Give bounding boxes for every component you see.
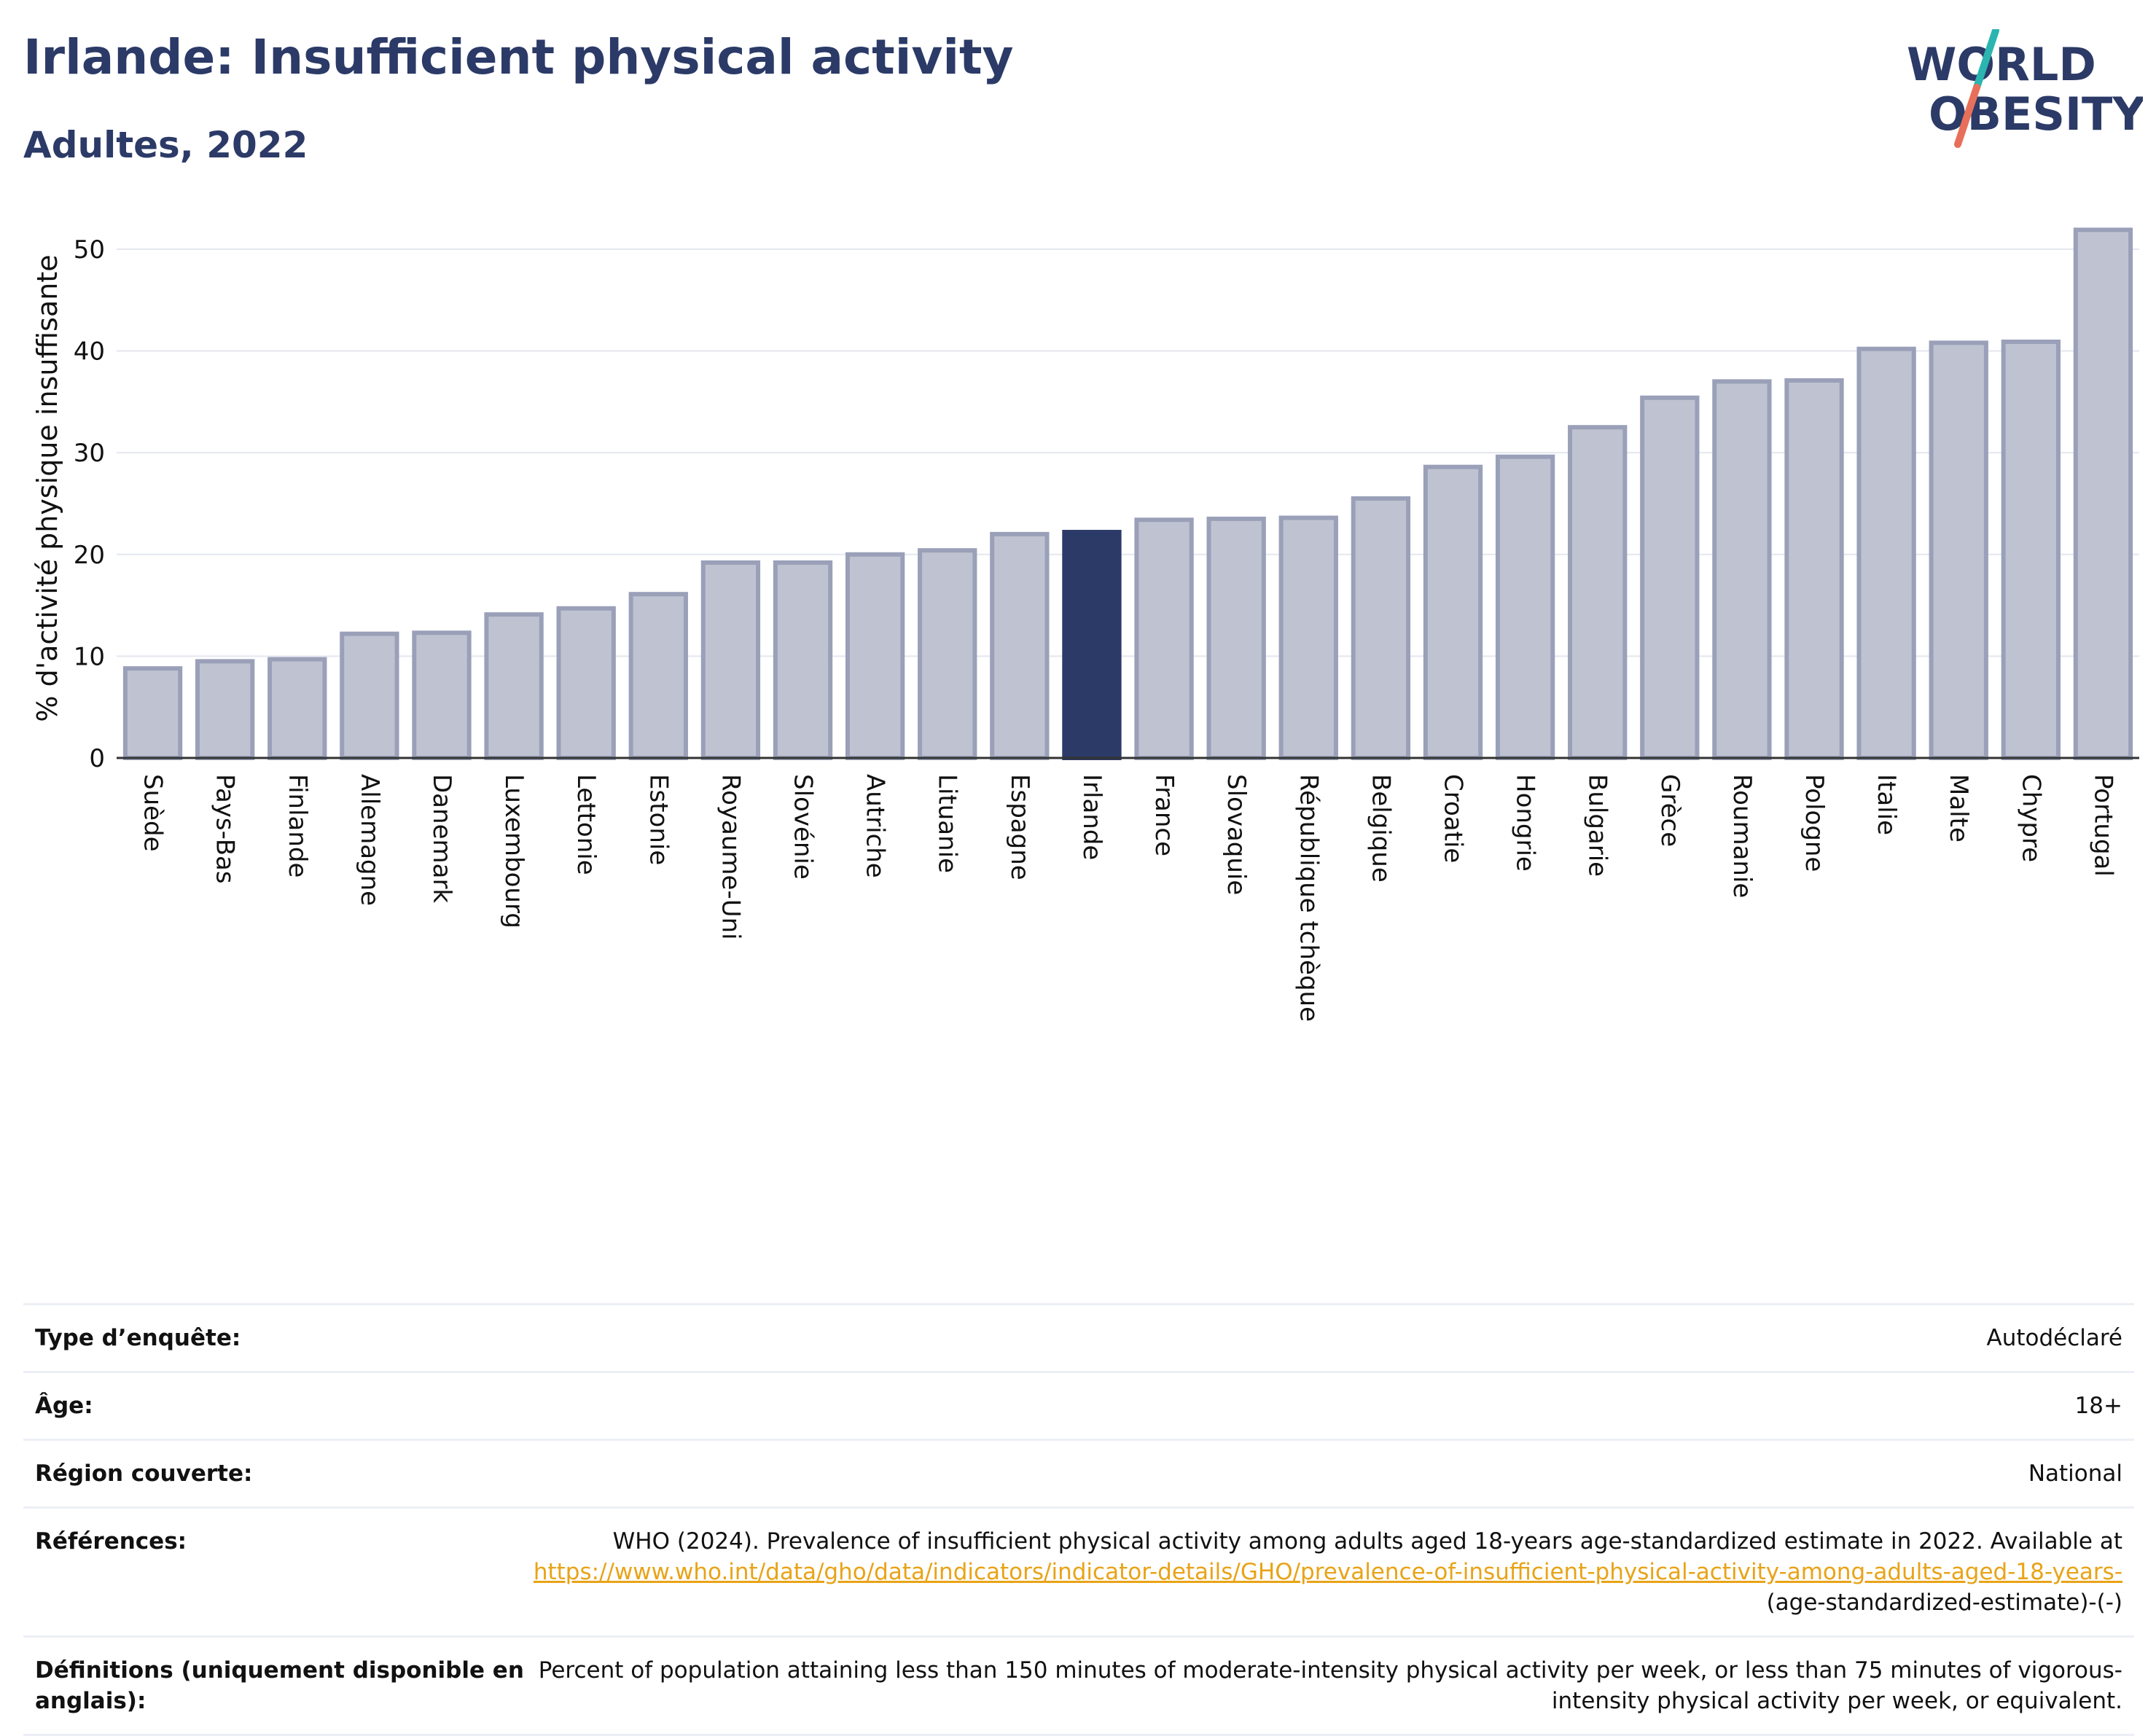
info-value: Autodéclaré	[1986, 1325, 2122, 1351]
bar-danemark	[412, 630, 472, 761]
y-axis-title: % d'activité physique insuffisante	[31, 254, 63, 722]
chart-title: Irlande: Insufficient physical activity	[23, 29, 1014, 85]
x-tick-label: Lettonie	[571, 774, 601, 875]
info-label: Région couverte:	[35, 1461, 253, 1487]
chart-subtitle: Adultes, 2022	[23, 124, 308, 166]
world-obesity-logo: WORLD OBESITY	[1907, 29, 2143, 148]
x-tick-label: Hongrie	[1511, 774, 1540, 872]
y-tick-label: 0	[89, 744, 105, 773]
bar-roumanie	[1712, 379, 1772, 760]
x-tick-label: Suède	[138, 774, 168, 852]
info-row-age: Âge: 18+	[23, 1371, 2134, 1439]
logo-word-world: WORLD	[1907, 38, 2096, 91]
bar-luxembourg	[484, 612, 544, 760]
bar-france	[1134, 517, 1194, 760]
bar-république-tchèque	[1278, 515, 1338, 760]
x-tick-label: Bulgarie	[1583, 774, 1612, 877]
x-tick-label: Malte	[1944, 774, 1973, 842]
bar-lettonie	[556, 606, 616, 760]
references-text: WHO (2024). Prevalence of insufficient p…	[612, 1528, 2122, 1555]
references-tail: (age-standardized-estimate)-(-)	[1766, 1590, 2122, 1616]
logo-slash-teal	[1973, 29, 1999, 91]
bar-espagne	[990, 531, 1050, 760]
info-table: Type d’enquête: Autodéclaré Âge: 18+ Rég…	[23, 1303, 2134, 1736]
x-tick-label: Roumanie	[1727, 774, 1757, 898]
bar-slovénie	[773, 560, 833, 760]
bar-pologne	[1784, 378, 1844, 760]
info-row-region: Région couverte: National	[23, 1439, 2134, 1506]
x-tick-label: Royaume-Uni	[716, 774, 745, 940]
bar-finlande	[267, 657, 327, 760]
x-tick-label: Pays-Bas	[211, 774, 240, 884]
bar-hongrie	[1495, 454, 1555, 760]
x-tick-label: République tchèque	[1294, 774, 1323, 1022]
bar-irlande	[1062, 530, 1122, 760]
y-tick-label: 40	[74, 337, 105, 367]
info-label: Définitions (uniquement disponible en an…	[35, 1657, 524, 1714]
bar-pays-bas	[195, 659, 255, 761]
bar-malte	[1929, 340, 1988, 761]
x-tick-label: Danemark	[427, 774, 456, 903]
bar-allemagne	[340, 631, 399, 761]
bar-royaume-uni	[700, 560, 761, 760]
bar-lituanie	[918, 548, 977, 760]
info-value: National	[2028, 1461, 2122, 1487]
x-tick-label: Slovénie	[789, 774, 818, 880]
logo-slash-coral	[1954, 84, 1980, 148]
bar-autriche	[845, 552, 905, 760]
references-value: WHO (2024). Prevalence of insufficient p…	[531, 1526, 2122, 1618]
x-tick-label: Irlande	[1077, 774, 1106, 860]
bar-bulgarie	[1568, 425, 1628, 760]
info-label: Âge:	[35, 1393, 93, 1419]
info-row-definitions: Définitions (uniquement disponible en an…	[23, 1635, 2134, 1736]
y-tick-label: 10	[74, 642, 105, 671]
x-tick-label: Autriche	[861, 774, 890, 878]
x-tick-label: Estonie	[644, 774, 673, 865]
x-tick-label: Pologne	[1800, 774, 1829, 872]
bar-italie	[1856, 346, 1916, 760]
bar-belgique	[1351, 496, 1411, 760]
x-tick-label: Espagne	[1005, 774, 1034, 880]
y-tick-label: 20	[74, 541, 105, 570]
references-link[interactable]: https://www.who.int/data/gho/data/indica…	[533, 1559, 2122, 1585]
info-row-survey-type: Type d’enquête: Autodéclaré	[23, 1303, 2134, 1371]
x-tick-label: Portugal	[2088, 774, 2117, 877]
x-tick-label: Grèce	[1655, 774, 1684, 847]
x-tick-label: Finlande	[283, 774, 312, 877]
y-tick-label: 50	[74, 235, 105, 265]
bar-slovaquie	[1206, 516, 1266, 760]
bar-croatie	[1423, 464, 1483, 760]
info-label: Type d’enquête:	[35, 1325, 241, 1351]
x-tick-label: Luxembourg	[499, 774, 528, 928]
info-row-references: Références: WHO (2024). Prevalence of in…	[23, 1506, 2134, 1635]
y-tick-label: 30	[74, 439, 105, 468]
info-value: 18+	[2074, 1393, 2122, 1419]
x-tick-label: Allemagne	[355, 774, 384, 906]
bar-chypre	[2001, 339, 2061, 760]
bar-portugal	[2073, 227, 2133, 760]
x-tick-label: Chypre	[2016, 774, 2045, 862]
info-label: Références:	[35, 1528, 187, 1555]
x-tick-label: France	[1149, 774, 1179, 856]
info-value: Percent of population attaining less tha…	[538, 1657, 2122, 1714]
bar-suède	[122, 666, 183, 761]
bar-grèce	[1640, 395, 1700, 760]
bar-estonie	[628, 592, 688, 760]
x-tick-label: Belgique	[1366, 774, 1395, 883]
bar-chart: 0 10 20 30 40 50 % d'activité physique insuffi…	[31, 227, 2139, 1022]
x-tick-label: Croatie	[1438, 774, 1467, 863]
x-tick-label: Italie	[1872, 774, 1901, 835]
x-tick-label: Slovaquie	[1222, 774, 1251, 895]
x-tick-label: Lituanie	[933, 774, 962, 873]
